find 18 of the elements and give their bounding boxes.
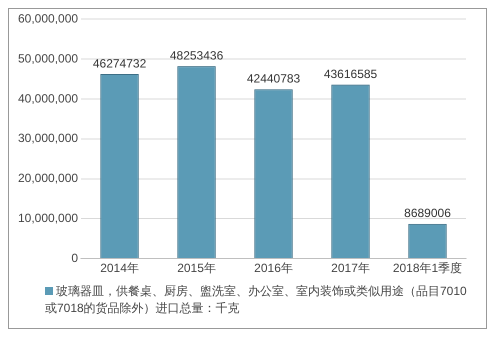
- data-label: 48253436: [170, 48, 224, 62]
- data-label: 42440783: [246, 72, 301, 86]
- data-label: 8689006: [404, 206, 452, 220]
- x-tick-label: 2018年1季度: [392, 261, 462, 276]
- y-tick-label: 60,000,000: [18, 12, 78, 26]
- x-tick-label: 2014年: [100, 261, 139, 276]
- legend-label: 玻璃器皿，供餐桌、厨房、盥洗室、办公室、室内装饰或类似用途（品目7010或7018的货品除外）进口总量：千克: [45, 284, 467, 315]
- data-label: 43616585: [324, 66, 378, 81]
- y-tick-label: 0: [71, 250, 78, 265]
- x-tick-label: 2015年: [177, 261, 216, 276]
- y-tick-label: 50,000,000: [18, 51, 78, 66]
- y-tick-label: 30,000,000: [18, 131, 78, 146]
- data-label: 46274732: [92, 56, 147, 70]
- y-tick-label: 10,000,000: [18, 211, 78, 226]
- x-tick-label: 2016年: [254, 261, 293, 276]
- x-tick-label: 2017年: [331, 261, 370, 276]
- y-tick-label: 20,000,000: [18, 171, 78, 186]
- y-tick-label: 40,000,000: [18, 91, 78, 106]
